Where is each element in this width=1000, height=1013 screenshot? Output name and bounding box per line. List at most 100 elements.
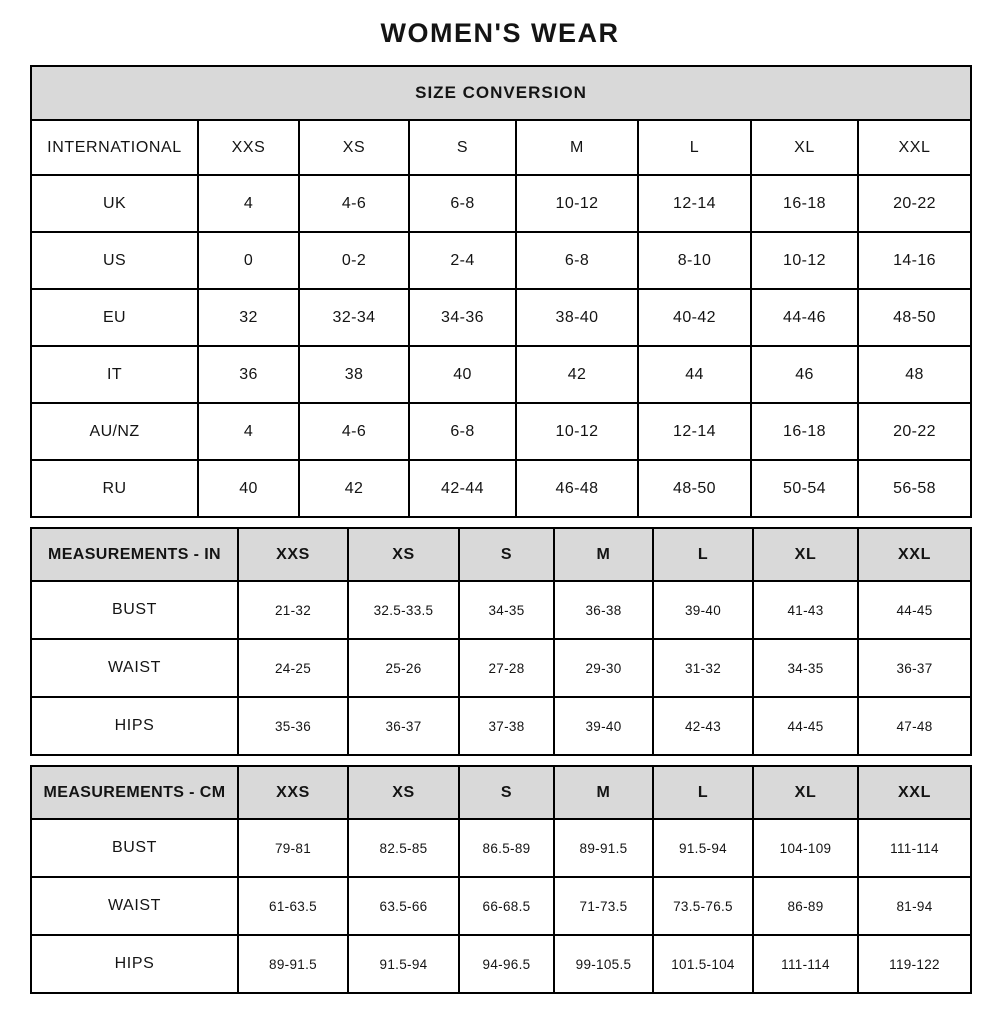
- value-cell: 2-4: [408, 231, 517, 290]
- value-cell: 39-40: [652, 580, 754, 640]
- table-row: RU 40 42 42-44 46-48 48-50 50-54 56-58: [30, 459, 973, 518]
- row-label: UK: [30, 174, 199, 233]
- value-cell: 42: [298, 459, 410, 518]
- row-label: BUST: [30, 580, 239, 640]
- value-cell: 40: [197, 459, 300, 518]
- table-row: WAIST 61-63.5 63.5-66 66-68.5 71-73.5 73.5-76…: [30, 876, 972, 936]
- size-conversion-header: SIZE CONVERSION: [29, 65, 973, 121]
- value-cell: 27-28: [458, 638, 555, 698]
- value-cell: 44: [637, 345, 752, 404]
- value-cell: 37-38: [458, 696, 555, 756]
- size-column-header: L: [652, 527, 754, 582]
- row-label: WAIST: [30, 876, 239, 936]
- size-conversion-table: SIZE CONVERSION INTERNATIONAL XXS XS S M L XL X…: [29, 65, 973, 518]
- value-cell: 56-58: [856, 459, 973, 518]
- value-cell: 10-12: [750, 231, 859, 290]
- value-cell: 38-40: [515, 288, 639, 347]
- value-cell: 40-42: [637, 288, 752, 347]
- size-column-header: XXL: [856, 119, 973, 176]
- value-cell: 44-45: [752, 696, 859, 756]
- measurements-in-table: MEASUREMENTS - IN XXS XS S M L XL XXL BUST 21-3…: [30, 527, 972, 756]
- value-cell: 0: [197, 231, 300, 290]
- value-cell: 21-32: [237, 580, 349, 640]
- value-cell: 66-68.5: [458, 876, 555, 936]
- value-cell: 36: [197, 345, 300, 404]
- size-column-header: L: [652, 765, 754, 820]
- value-cell: 12-14: [637, 402, 752, 461]
- row-label: IT: [30, 345, 199, 404]
- value-cell: 86.5-89: [458, 818, 555, 878]
- value-cell: 104-109: [752, 818, 859, 878]
- value-cell: 35-36: [237, 696, 349, 756]
- value-cell: 99-105.5: [553, 934, 654, 994]
- size-column-header: XXL: [857, 527, 972, 582]
- measurements-cm-header: MEASUREMENTS - CM: [30, 765, 239, 820]
- row-label: RU: [30, 459, 199, 518]
- value-cell: 82.5-85: [347, 818, 460, 878]
- measurements-in-column-row: MEASUREMENTS - IN XXS XS S M L XL XXL: [30, 527, 972, 582]
- value-cell: 81-94: [857, 876, 972, 936]
- value-cell: 71-73.5: [553, 876, 654, 936]
- row-label: WAIST: [30, 638, 239, 698]
- value-cell: 34-35: [458, 580, 555, 640]
- size-column-header: S: [408, 119, 517, 176]
- value-cell: 89-91.5: [553, 818, 654, 878]
- size-column-header: XL: [752, 527, 859, 582]
- size-column-header: XS: [347, 765, 460, 820]
- value-cell: 25-26: [347, 638, 460, 698]
- value-cell: 79-81: [237, 818, 349, 878]
- value-cell: 48: [856, 345, 973, 404]
- value-cell: 86-89: [752, 876, 859, 936]
- size-column-header: L: [637, 119, 752, 176]
- table-row: HIPS 35-36 36-37 37-38 39-40 42-43 44-45 47-48: [30, 696, 972, 756]
- size-conversion-banner-row: SIZE CONVERSION: [29, 65, 973, 121]
- row-label: HIPS: [30, 934, 239, 994]
- size-column-header: XXS: [237, 527, 349, 582]
- size-column-header: XS: [347, 527, 460, 582]
- size-column-header: XL: [750, 119, 859, 176]
- value-cell: 111-114: [752, 934, 859, 994]
- size-column-header: INTERNATIONAL: [30, 119, 199, 176]
- value-cell: 24-25: [237, 638, 349, 698]
- table-row: BUST 79-81 82.5-85 86.5-89 89-91.5 91.5-94 104…: [30, 818, 972, 878]
- value-cell: 47-48: [857, 696, 972, 756]
- page-title: WOMEN'S WEAR: [380, 18, 620, 48]
- size-column-header: M: [553, 765, 654, 820]
- value-cell: 36-37: [857, 638, 972, 698]
- measurements-cm-column-row: MEASUREMENTS - CM XXS XS S M L XL XXL: [30, 765, 972, 820]
- value-cell: 10-12: [515, 402, 639, 461]
- row-label: AU/NZ: [30, 402, 199, 461]
- table-row: WAIST 24-25 25-26 27-28 29-30 31-32 34-35 36-37: [30, 638, 972, 698]
- table-row: HIPS 89-91.5 91.5-94 94-96.5 99-105.5 101.5-1…: [30, 934, 972, 994]
- value-cell: 39-40: [553, 696, 654, 756]
- row-label: US: [30, 231, 199, 290]
- row-label: HIPS: [30, 696, 239, 756]
- table-row: IT 36 38 40 42 44 46 48: [30, 345, 973, 404]
- table-row: EU 32 32-34 34-36 38-40 40-42 44-46 48-50: [30, 288, 973, 347]
- size-column-header: M: [515, 119, 639, 176]
- table-row: UK 4 4-6 6-8 10-12 12-14 16-18 20-22: [30, 174, 973, 233]
- value-cell: 46: [750, 345, 859, 404]
- value-cell: 16-18: [750, 402, 859, 461]
- size-conversion-column-row: INTERNATIONAL XXS XS S M L XL XXL: [30, 119, 973, 176]
- value-cell: 32: [197, 288, 300, 347]
- value-cell: 14-16: [856, 231, 973, 290]
- value-cell: 42-43: [652, 696, 754, 756]
- value-cell: 4: [197, 174, 300, 233]
- value-cell: 4-6: [298, 402, 410, 461]
- size-column-header: S: [458, 765, 555, 820]
- value-cell: 42-44: [408, 459, 517, 518]
- value-cell: 91.5-94: [347, 934, 460, 994]
- value-cell: 29-30: [553, 638, 654, 698]
- value-cell: 111-114: [857, 818, 972, 878]
- value-cell: 50-54: [750, 459, 859, 518]
- measurements-in-header: MEASUREMENTS - IN: [30, 527, 239, 582]
- value-cell: 46-48: [515, 459, 639, 518]
- value-cell: 16-18: [750, 174, 859, 233]
- value-cell: 20-22: [856, 174, 973, 233]
- value-cell: 0-2: [298, 231, 410, 290]
- value-cell: 4: [197, 402, 300, 461]
- size-column-header: XXS: [197, 119, 300, 176]
- value-cell: 119-122: [857, 934, 972, 994]
